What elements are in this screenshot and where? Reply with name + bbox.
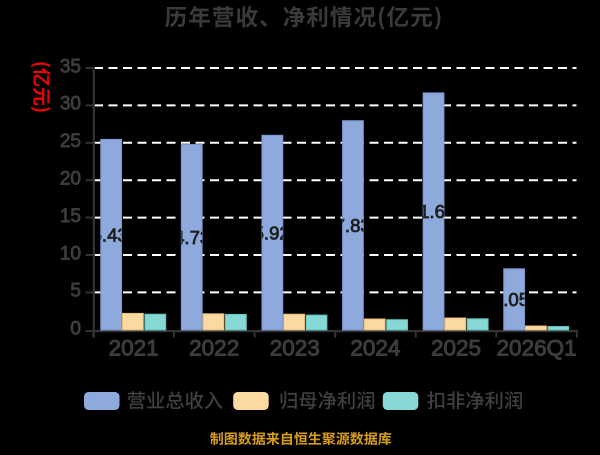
- svg-text:15: 15: [60, 206, 81, 227]
- svg-text:35: 35: [60, 56, 81, 77]
- svg-text:25.43: 25.43: [81, 224, 128, 245]
- svg-text:25: 25: [60, 131, 81, 152]
- svg-text:0: 0: [70, 318, 81, 339]
- svg-text:5: 5: [70, 281, 81, 302]
- svg-text:2023: 2023: [270, 336, 320, 361]
- svg-text:2022: 2022: [189, 336, 239, 361]
- svg-text:31.68: 31.68: [409, 201, 456, 222]
- svg-text:24.73: 24.73: [164, 227, 211, 248]
- svg-text:20: 20: [60, 169, 81, 190]
- svg-text:25.92: 25.92: [243, 222, 290, 243]
- svg-text:2025: 2025: [431, 336, 481, 361]
- svg-text:27.83: 27.83: [324, 215, 371, 236]
- svg-text:2024: 2024: [350, 336, 400, 361]
- svg-text:10: 10: [60, 243, 81, 264]
- svg-text:2021: 2021: [109, 336, 159, 361]
- svg-text:2026Q1: 2026Q1: [497, 336, 577, 361]
- svg-text:8.05: 8.05: [493, 289, 529, 310]
- svg-text:30: 30: [60, 94, 81, 115]
